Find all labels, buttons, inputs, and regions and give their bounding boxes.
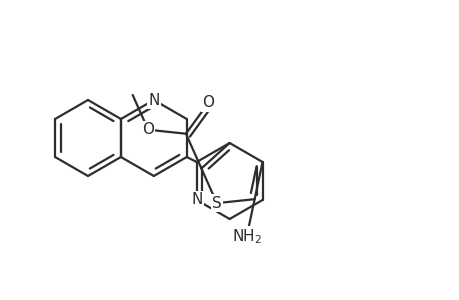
Text: N: N xyxy=(148,92,159,107)
Text: NH$_2$: NH$_2$ xyxy=(231,227,261,246)
Text: N: N xyxy=(190,193,202,208)
Text: O: O xyxy=(202,95,214,110)
Text: S: S xyxy=(212,196,221,211)
Text: O: O xyxy=(142,122,154,137)
